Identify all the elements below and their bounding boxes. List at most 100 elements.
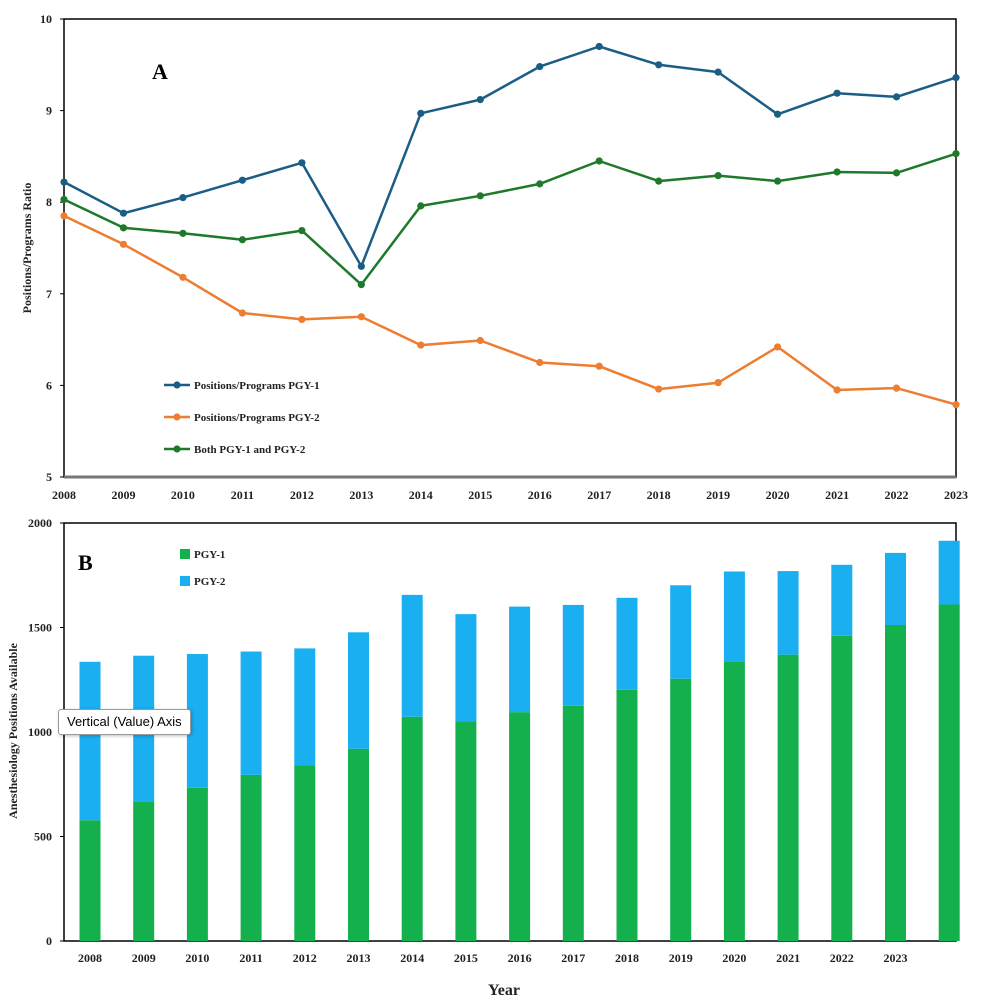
bar-segment-pgy-1 — [79, 820, 101, 941]
bar-segment-pgy-1 — [938, 604, 960, 941]
data-point-series-3 — [952, 150, 960, 158]
bar-segment-pgy-1 — [455, 721, 477, 941]
bar-segment-pgy-2 — [348, 632, 369, 749]
axis-tooltip: Vertical (Value) Axis — [58, 709, 191, 735]
y-axis-title-a: Positions/Programs Ratio — [20, 183, 34, 314]
legend-label-b: PGY-2 — [194, 576, 226, 588]
x-tick-label-a: 2019 — [706, 488, 730, 502]
bar-segment-pgy-2 — [938, 540, 960, 605]
data-point-series-1 — [655, 61, 663, 69]
data-point-series-2 — [417, 341, 425, 349]
bar-segment-pgy-2 — [562, 604, 584, 706]
x-tick-label-a: 2011 — [231, 488, 254, 502]
bar-segment-pgy-2 — [240, 651, 262, 775]
legend-marker-a — [173, 413, 181, 421]
data-point-series-3 — [179, 229, 187, 237]
x-tick-label-b: 2012 — [293, 951, 317, 965]
x-tick-label-b: 2019 — [669, 951, 693, 965]
x-tick-label-b: 2013 — [347, 951, 371, 965]
bar-segment-pgy-1 — [240, 774, 262, 941]
bar-segment-pgy-1 — [133, 802, 155, 941]
x-tick-label-a: 2020 — [766, 488, 790, 502]
legend-swatch-b — [180, 549, 190, 559]
x-tick-label-a: 2009 — [111, 488, 135, 502]
x-tick-label-b: 2008 — [78, 951, 102, 965]
bar-segment-pgy-2 — [831, 564, 853, 636]
data-point-series-2 — [119, 240, 128, 248]
legend-label-a: Both PGY-1 and PGY-2 — [194, 444, 306, 456]
y-tick-label-a: 8 — [46, 195, 52, 209]
chart-a-line-chart: A Positions/Programs Ratio 5 6 7 8 9 10 2008 2… — [20, 12, 968, 502]
data-point-series-1 — [417, 109, 425, 117]
data-point-series-1 — [476, 96, 484, 104]
bar-segment-pgy-1 — [777, 654, 799, 941]
y-tick-label-a: 7 — [46, 287, 52, 301]
bar-segment-pgy-2 — [79, 661, 101, 821]
bar-segment-pgy-2 — [885, 552, 906, 625]
bar-segment-pgy-1 — [294, 765, 316, 941]
x-tick-label-a: 2008 — [52, 488, 76, 502]
data-point-series-2 — [892, 384, 901, 392]
data-point-series-2 — [60, 212, 68, 220]
bar-segment-pgy-1 — [831, 635, 853, 941]
data-point-series-2 — [833, 386, 841, 394]
data-point-series-1 — [595, 42, 603, 51]
data-point-series-2 — [655, 385, 663, 393]
data-point-series-2 — [714, 379, 722, 387]
y-tick-label-a: 5 — [46, 470, 52, 484]
data-point-series-2 — [476, 336, 484, 345]
x-tick-label-b: 2018 — [615, 951, 639, 965]
x-tick-label-a: 2016 — [528, 488, 552, 502]
data-point-series-2 — [357, 313, 365, 321]
y-axis-title-b: Anesthesiology Positions Available — [6, 642, 20, 818]
x-axis-title-b: Year — [488, 982, 520, 999]
x-tick-label-b: 2009 — [132, 951, 156, 965]
plot-area-a — [63, 18, 957, 478]
x-tick-label-a: 2012 — [290, 488, 314, 502]
y-tick-label-a: 6 — [46, 378, 52, 392]
y-tick-label-a: 10 — [40, 12, 52, 26]
x-tick-label-b: 2023 — [884, 951, 908, 965]
x-tick-label-b: 2014 — [400, 951, 424, 965]
data-point-series-1 — [833, 89, 841, 97]
bar-segment-pgy-1 — [509, 712, 531, 941]
data-point-series-3 — [595, 157, 603, 165]
data-point-series-3 — [833, 168, 841, 176]
bar-segment-pgy-1 — [670, 678, 692, 941]
bar-segment-pgy-2 — [455, 614, 477, 722]
bar-segment-pgy-2 — [616, 597, 638, 690]
data-point-series-3 — [714, 172, 722, 180]
series-line-2 — [63, 214, 957, 406]
x-tick-label-b: 2017 — [561, 951, 585, 965]
x-tick-label-a: 2021 — [825, 488, 849, 502]
x-tick-label-b: 2021 — [776, 951, 800, 965]
bar-segment-pgy-2 — [294, 648, 316, 766]
x-tick-label-a: 2014 — [409, 488, 433, 502]
x-tick-label-a: 2010 — [171, 488, 195, 502]
data-point-series-2 — [238, 309, 246, 317]
bar-segment-pgy-2 — [186, 654, 208, 788]
y-tick-label-b: 0 — [46, 934, 52, 948]
panel-label-b: B — [78, 550, 93, 575]
legend-label-a: Positions/Programs PGY-1 — [194, 380, 320, 392]
data-point-series-3 — [238, 236, 246, 244]
data-point-series-2 — [179, 273, 187, 281]
bar-segment-pgy-1 — [616, 689, 638, 941]
x-tick-label-b: 2016 — [508, 951, 532, 965]
data-point-series-1 — [119, 209, 128, 217]
data-point-series-1 — [774, 110, 782, 118]
legend-marker-a — [173, 381, 181, 389]
data-point-series-2 — [774, 343, 782, 351]
legend-label-a: Positions/Programs PGY-2 — [194, 412, 320, 424]
data-point-series-3 — [655, 177, 663, 185]
data-point-series-3 — [774, 177, 782, 185]
data-point-series-1 — [952, 74, 960, 82]
bar-segment-pgy-2 — [401, 594, 423, 717]
data-point-series-3 — [476, 192, 484, 200]
data-point-series-3 — [417, 202, 425, 210]
x-tick-label-a: 2017 — [587, 488, 611, 502]
data-point-series-1 — [536, 63, 544, 71]
data-point-series-2 — [536, 358, 544, 367]
x-tick-label-b: 2015 — [454, 951, 478, 965]
